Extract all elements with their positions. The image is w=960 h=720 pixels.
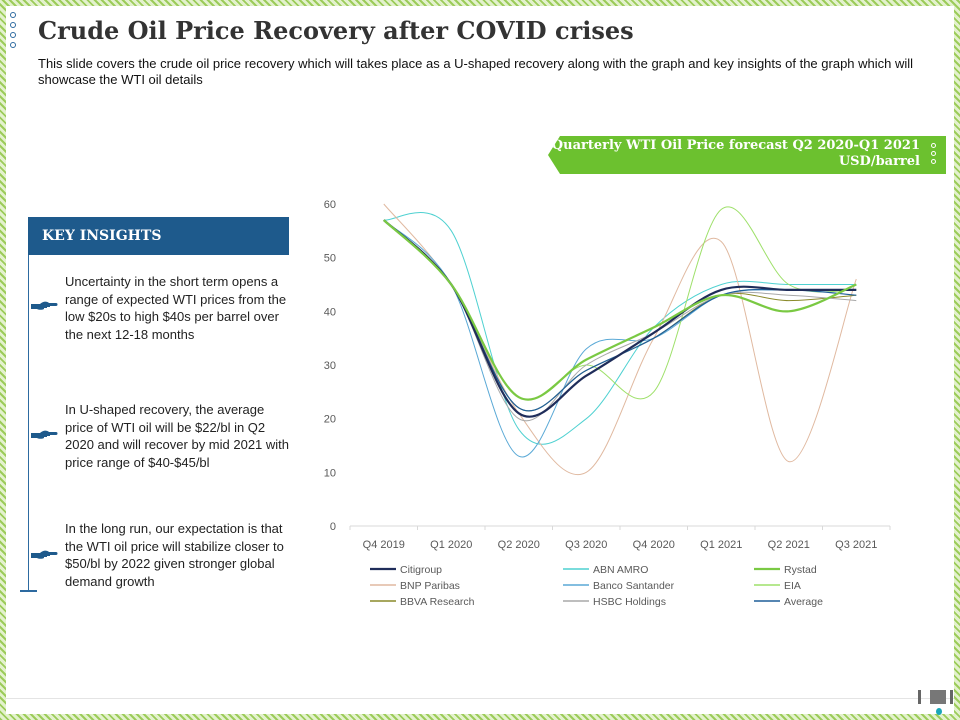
x-tick-label: Q2 2021 <box>768 539 810 551</box>
series-line-average <box>383 219 857 412</box>
x-tick-label: Q1 2020 <box>430 539 472 551</box>
pointing-hand-icon <box>31 550 58 559</box>
water-drop-icon <box>936 708 942 715</box>
insight-item: In U-shaped recovery, the average price … <box>65 402 290 470</box>
legend-label-bnp-paribas: BNP Paribas <box>400 580 460 592</box>
y-tick-label: 20 <box>324 414 336 426</box>
oil-price-line-chart: 0 10 20 30 40 50 60 Q4 2019 Q1 2020 Q2 2020 Q3 202… <box>324 199 891 608</box>
decorative-dots <box>10 12 16 52</box>
legend-label-abn-amro: ABN AMRO <box>593 564 648 576</box>
key-insights-timeline <box>28 255 29 591</box>
insight-item: In the long run, our expectation is that… <box>65 521 284 589</box>
key-insights-title: KEY INSIGHTS <box>42 228 162 244</box>
chart-banner: Quarterly WTI Oil Price forecast Q2 2020… <box>548 136 946 174</box>
insight-item: Uncertainty in the short term opens a ra… <box>65 274 287 342</box>
key-insights-timeline-base <box>20 590 37 592</box>
series-line-abn-amro <box>383 212 857 445</box>
y-tick-label: 60 <box>324 199 336 211</box>
legend-label-bbva-research: BBVA Research <box>400 596 475 608</box>
x-tick-label: Q1 2021 <box>700 539 742 551</box>
legend-label-banco-santander: Banco Santander <box>593 580 675 592</box>
legend-label-citigroup: Citigroup <box>400 564 442 576</box>
y-tick-label: 50 <box>324 253 336 265</box>
series-line-rystad <box>383 219 857 401</box>
x-tick-label: Q4 2019 <box>363 539 405 551</box>
footer-bar-icon <box>950 690 953 704</box>
footer-bar-icon <box>918 690 921 704</box>
footer-divider <box>6 698 954 699</box>
y-tick-label: 40 <box>324 306 336 318</box>
pointing-hand-icon <box>31 301 58 310</box>
y-tick-label: 30 <box>324 360 336 372</box>
x-tick-label: Q4 2020 <box>633 539 675 551</box>
banner-dots <box>931 143 936 167</box>
series-line-hsbc-holdings <box>383 219 857 422</box>
legend-label-average: Average <box>784 596 823 608</box>
key-insights-header: KEY INSIGHTS <box>28 217 289 255</box>
page-subtitle: This slide covers the crude oil price re… <box>38 56 914 87</box>
page-title: Crude Oil Price Recovery after COVID cri… <box>38 16 634 45</box>
x-tick-label: Q3 2021 <box>835 539 877 551</box>
series-line-banco-santander <box>383 219 857 458</box>
footer-screen-icon <box>930 690 946 704</box>
series-line-bbva-research <box>383 219 857 412</box>
chart-banner-text: Quarterly WTI Oil Price forecast Q2 2020… <box>551 138 920 169</box>
y-tick-label: 0 <box>330 521 336 533</box>
x-tick-label: Q2 2020 <box>498 539 540 551</box>
legend-label-hsbc-holdings: HSBC Holdings <box>593 596 666 608</box>
y-tick-label: 10 <box>324 467 336 479</box>
legend-label-rystad: Rystad <box>784 564 817 576</box>
legend-label-eia: EIA <box>784 580 801 592</box>
x-tick-label: Q3 2020 <box>565 539 607 551</box>
pointing-hand-icon <box>31 430 58 439</box>
